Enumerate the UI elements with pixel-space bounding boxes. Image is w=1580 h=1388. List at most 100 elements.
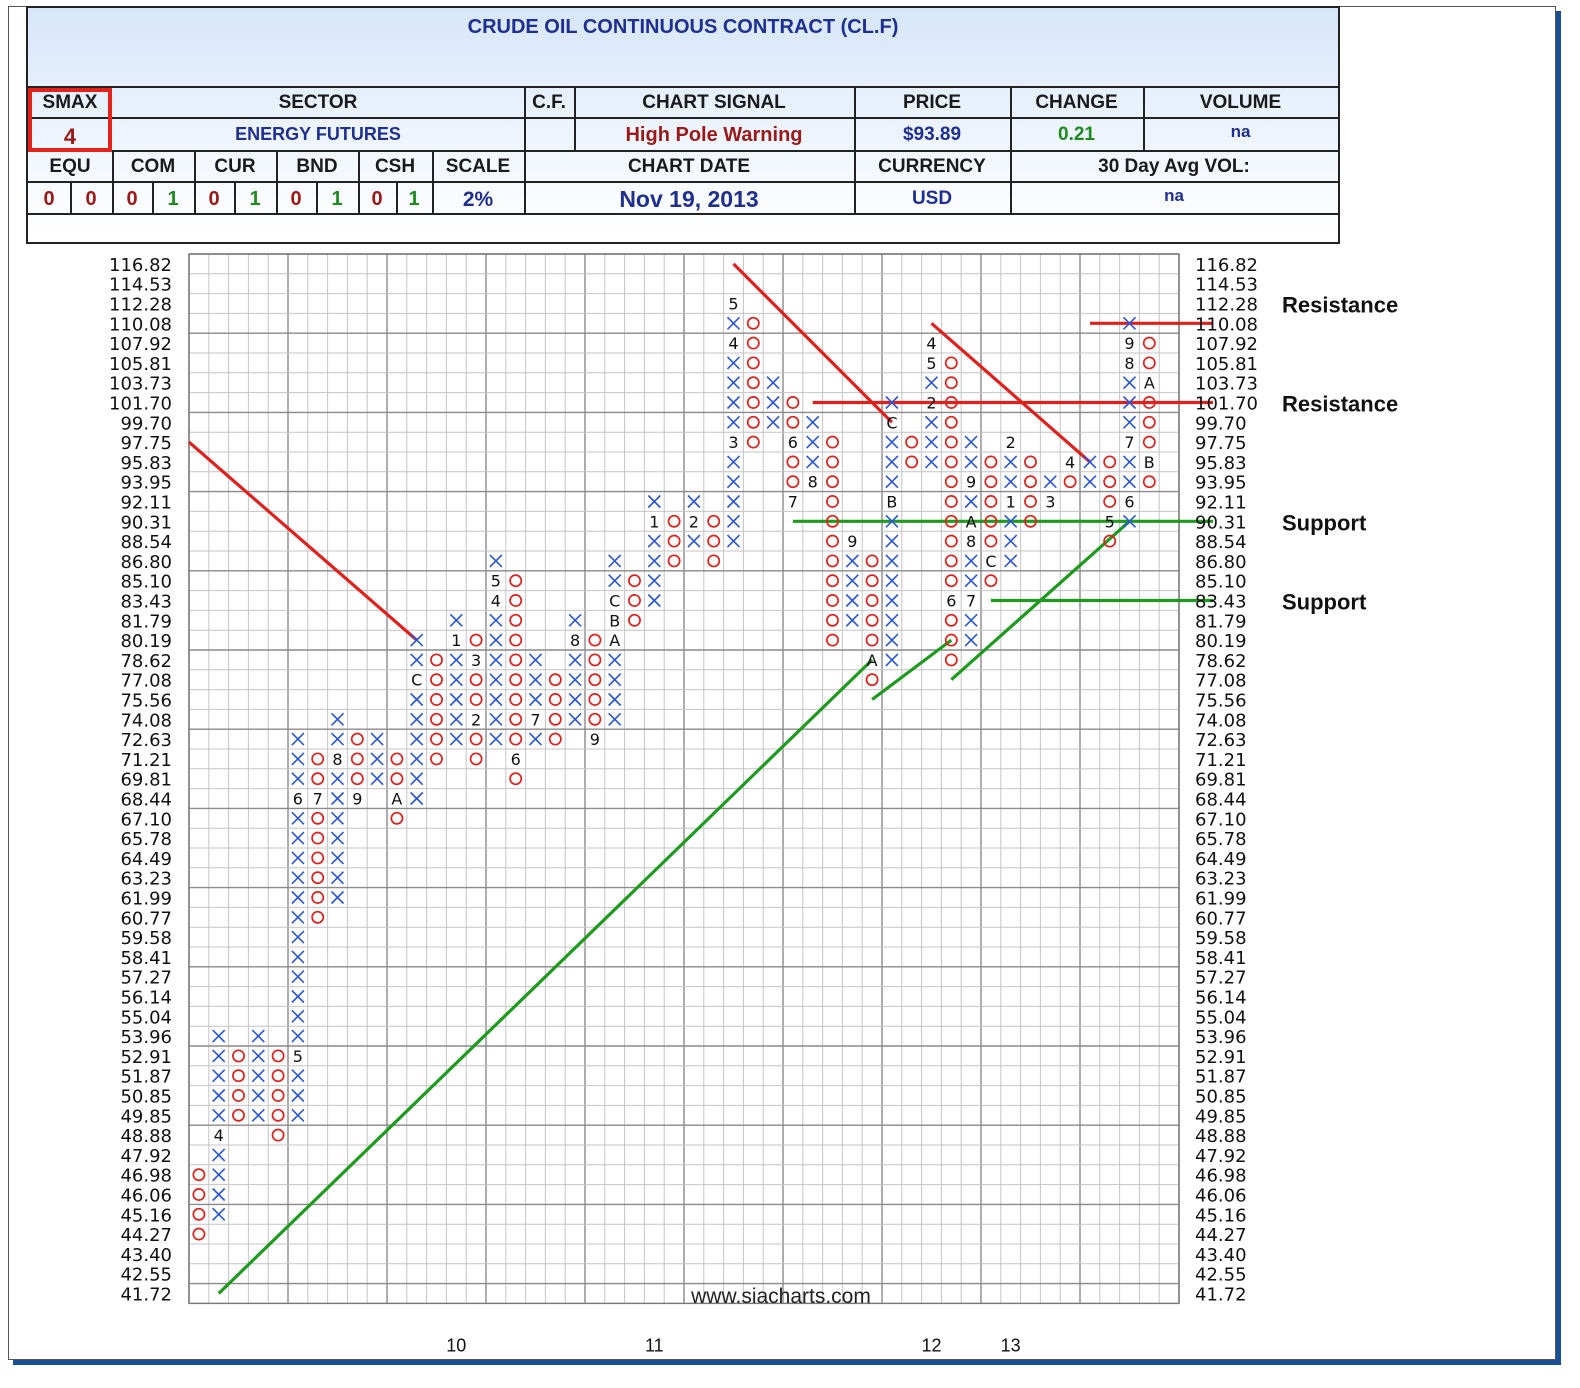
x-box	[1083, 475, 1097, 489]
com-label: COM	[130, 156, 176, 177]
o-box	[944, 356, 958, 370]
x-box	[568, 613, 582, 627]
x-box	[687, 534, 701, 548]
x-box	[1004, 514, 1018, 528]
o-box	[311, 910, 325, 924]
o-box	[588, 693, 602, 706]
x-box	[1122, 395, 1137, 410]
x-box	[885, 475, 899, 489]
month-marker: 9	[847, 532, 857, 551]
x-box	[885, 653, 899, 667]
o-box	[509, 712, 523, 726]
o-box	[1103, 534, 1117, 548]
x-box	[449, 732, 463, 746]
o-box	[944, 514, 958, 528]
watermark: www.siacharts.com	[690, 1285, 871, 1308]
y-tick-label-right: 86.80	[1195, 552, 1247, 573]
currency-value: USD	[911, 188, 953, 209]
o-box	[390, 811, 404, 825]
chart-grid	[188, 253, 1180, 1305]
x-box	[885, 613, 899, 627]
y-tick-label-left: 101.70	[109, 394, 172, 415]
month-marker: A	[867, 651, 878, 670]
y-tick-label-right: 69.81	[1195, 770, 1247, 791]
o-box	[430, 732, 443, 746]
o-box	[826, 514, 839, 528]
month-marker: 7	[1124, 433, 1134, 452]
x-box	[647, 574, 661, 588]
x-box	[251, 1049, 265, 1063]
month-marker: 4	[214, 1126, 224, 1145]
x-box	[410, 752, 424, 766]
x-box	[291, 930, 305, 944]
o-box	[826, 594, 839, 607]
o-box	[1103, 495, 1117, 508]
x-box	[330, 712, 345, 726]
month-marker: B	[886, 493, 897, 512]
y-tick-label-left: 65.78	[120, 829, 172, 850]
y-tick-label-right: 107.92	[1195, 334, 1258, 355]
y-tick-label-left: 95.83	[120, 453, 172, 474]
y-tick-label-right: 50.85	[1195, 1087, 1247, 1108]
o-box	[350, 772, 364, 786]
x-box	[885, 574, 899, 588]
month-marker: 6	[511, 750, 521, 769]
month-marker: 6	[946, 592, 956, 611]
chart-date-value: Nov 19, 2013	[619, 186, 759, 212]
resistance-line	[930, 322, 1091, 464]
o-box	[509, 693, 523, 706]
y-tick-label-left: 112.28	[109, 295, 172, 316]
month-marker: 7	[788, 493, 798, 512]
o-box	[984, 514, 998, 528]
y-tick-label-left: 81.79	[120, 611, 172, 632]
x-box	[251, 1108, 265, 1122]
x-box	[885, 593, 899, 608]
o-box	[826, 534, 839, 548]
o-box	[271, 1089, 285, 1102]
x-box	[964, 554, 978, 568]
o-box	[311, 752, 325, 766]
o-box	[628, 574, 641, 588]
o-box	[628, 594, 641, 607]
o-box	[271, 1069, 285, 1083]
o-box	[944, 554, 958, 568]
o-box	[707, 554, 721, 568]
o-box	[311, 891, 325, 904]
o-box	[469, 633, 483, 647]
x-year-label: 12	[921, 1335, 941, 1355]
o-box	[944, 633, 958, 647]
x-box	[212, 1148, 226, 1162]
o-box	[865, 613, 879, 627]
y-tick-label-right: 88.54	[1195, 532, 1247, 553]
x-box	[608, 653, 622, 667]
x-box	[212, 1207, 226, 1221]
chart-date-label: CHART DATE	[627, 156, 751, 177]
currency-label: CURRENCY	[878, 156, 986, 177]
y-tick-label-right: 110.08	[1195, 314, 1258, 335]
x-box	[964, 494, 978, 509]
x-box	[489, 554, 503, 568]
o-box	[469, 732, 483, 746]
x-box	[449, 613, 463, 627]
x-box	[608, 673, 622, 687]
x-box	[726, 395, 741, 410]
avg-vol-value: na	[1164, 186, 1184, 205]
month-marker: 2	[689, 512, 699, 531]
x-box	[845, 593, 859, 608]
y-tick-label-left: 50.85	[120, 1087, 172, 1108]
o-box	[509, 633, 523, 647]
o-box	[1142, 336, 1156, 350]
o-box	[905, 455, 919, 469]
y-tick-label-left: 103.73	[109, 374, 172, 395]
o-box	[944, 475, 958, 489]
x-box	[726, 376, 741, 390]
o-box	[469, 752, 483, 766]
o-box	[350, 732, 364, 746]
month-marker: 4	[1065, 453, 1075, 472]
o-box	[865, 554, 879, 568]
y-tick-label-right: 85.10	[1195, 572, 1247, 593]
y-tick-label-left: 67.10	[120, 809, 172, 830]
x-box	[1122, 514, 1137, 528]
x-year-label: 11	[645, 1335, 664, 1355]
y-tick-label-left: 77.08	[120, 671, 172, 692]
